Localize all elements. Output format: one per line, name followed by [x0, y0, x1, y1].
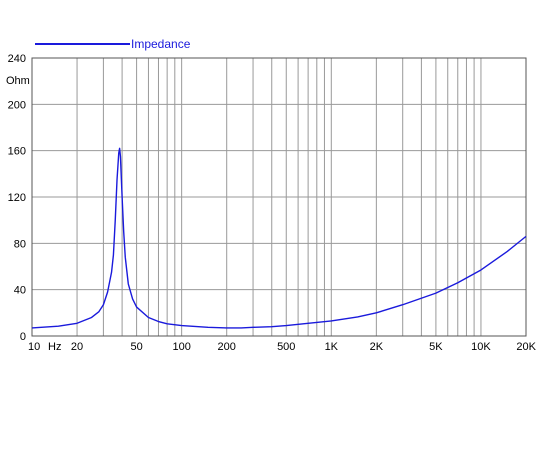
x-tick-label: 1K — [325, 341, 339, 353]
y-tick-label: 200 — [8, 99, 26, 111]
x-axis-ticks: 10 20 50 100 200 500 1K 2K 5K 10K 20K — [28, 341, 537, 353]
x-tick-label: 5K — [429, 341, 443, 353]
y-tick-label: 240 — [8, 53, 26, 65]
y-axis-label: Ohm — [6, 75, 30, 87]
y-tick-label: 80 — [14, 238, 26, 250]
x-tick-label: 20 — [71, 341, 83, 353]
x-tick-label: 10 — [28, 341, 40, 353]
legend: Impedance — [35, 37, 191, 51]
series-layer — [31, 147, 527, 329]
x-tick-label: 100 — [172, 341, 190, 353]
y-tick-label: 120 — [8, 192, 26, 204]
grid — [32, 58, 526, 336]
y-tick-label: 40 — [14, 285, 26, 297]
x-axis-label: Hz — [48, 341, 61, 353]
y-tick-label: 0 — [20, 331, 26, 343]
y-tick-label: 160 — [8, 146, 26, 158]
x-tick-label: 500 — [277, 341, 295, 353]
x-tick-label: 200 — [218, 341, 236, 353]
x-tick-label: 50 — [130, 341, 142, 353]
x-tick-label: 20K — [516, 341, 536, 353]
x-tick-label: 10K — [471, 341, 491, 353]
x-tick-label: 2K — [370, 341, 384, 353]
y-axis-ticks: 0 40 80 120 160 200 240 — [8, 53, 26, 343]
impedance-curve — [31, 147, 527, 329]
legend-label: Impedance — [131, 37, 191, 51]
plot-frame — [31, 57, 527, 337]
